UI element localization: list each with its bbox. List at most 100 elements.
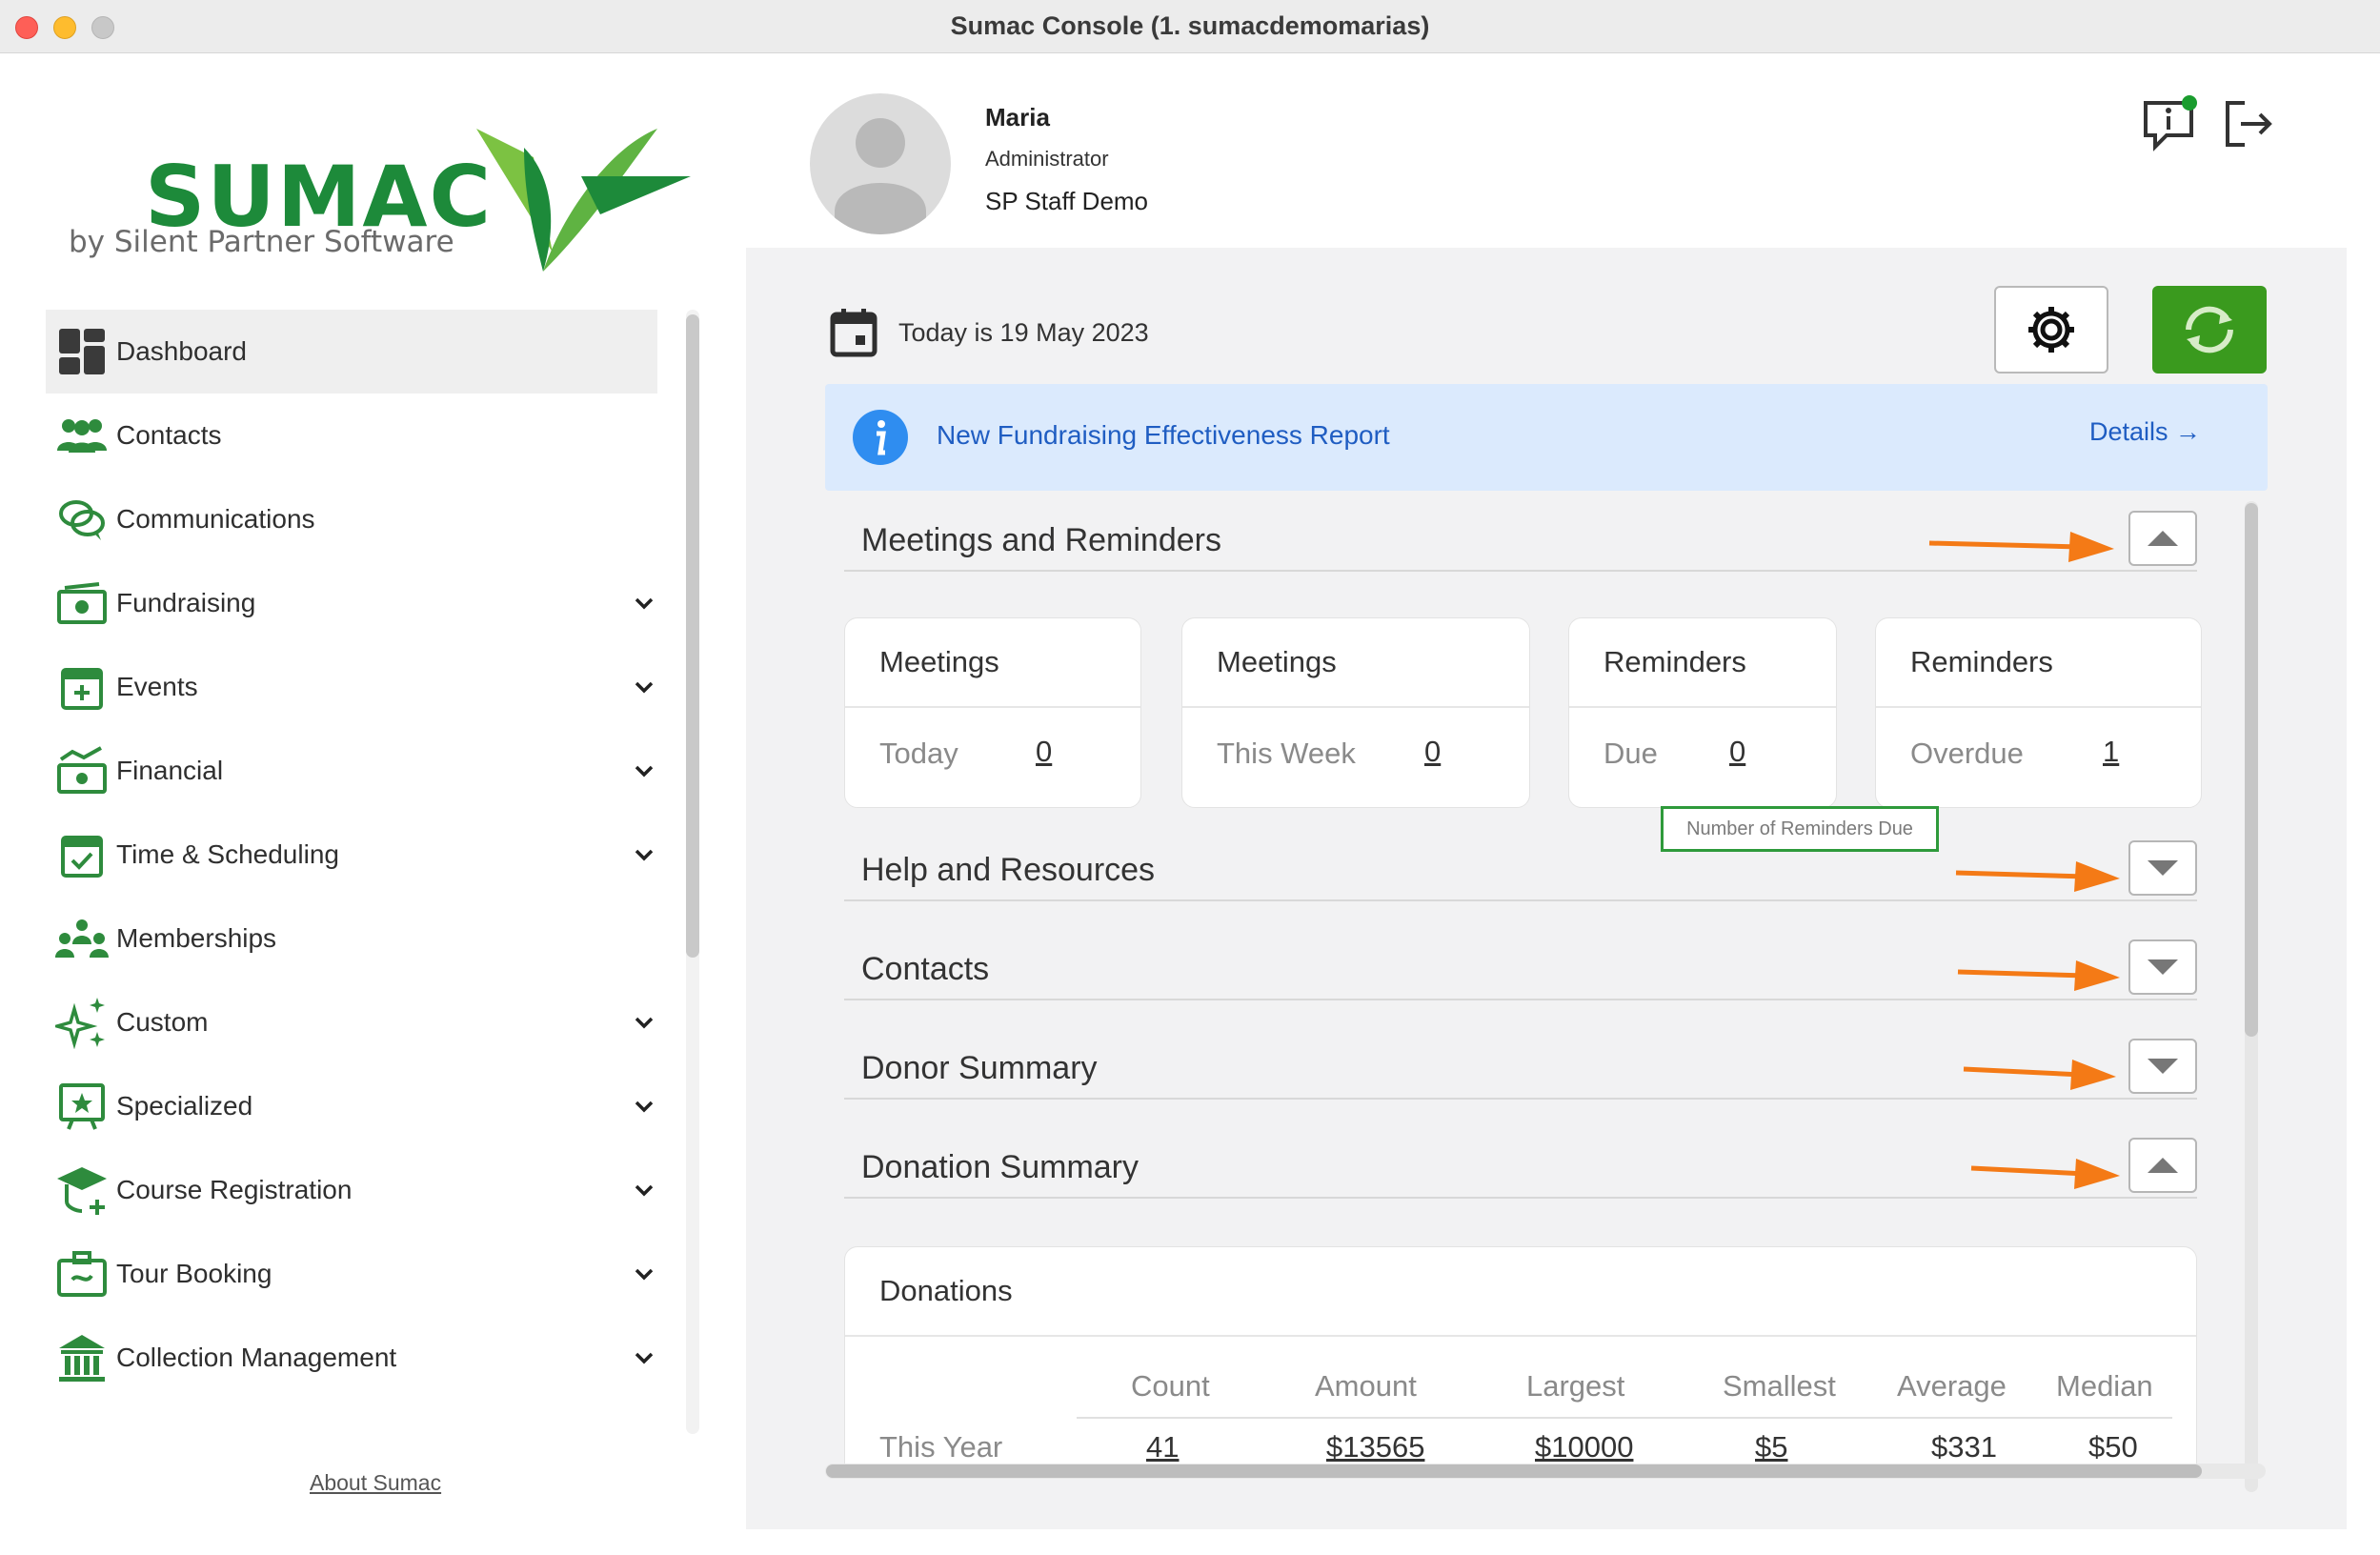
- horizontal-scrollbar-thumb[interactable]: [826, 1464, 2202, 1478]
- sidebar-item-collection-management[interactable]: Collection Management: [46, 1316, 657, 1400]
- section-title: Donor Summary: [861, 1050, 1098, 1086]
- notifications-button[interactable]: [2142, 95, 2199, 152]
- expand-toggle-button[interactable]: [2128, 1039, 2197, 1094]
- chevron-down-icon[interactable]: [631, 1093, 657, 1120]
- card-label: This Week: [1217, 737, 1356, 770]
- chevron-down-icon[interactable]: [631, 757, 657, 784]
- user-silhouette-icon: [835, 118, 926, 234]
- sidebar-item-time-scheduling[interactable]: Time & Scheduling: [46, 813, 657, 897]
- meetings-today-count[interactable]: 0: [1036, 735, 1053, 768]
- sidebar-item-label: Course Registration: [116, 1175, 353, 1204]
- zoom-window-button[interactable]: [91, 16, 114, 39]
- close-window-button[interactable]: [15, 16, 38, 39]
- row-label: This Year: [879, 1430, 1003, 1464]
- section-title: Donation Summary: [861, 1149, 1140, 1185]
- calendar-check-icon: [55, 828, 109, 881]
- cash-icon: [55, 576, 109, 630]
- triangle-down-icon: [2148, 860, 2178, 876]
- settings-button[interactable]: [1994, 286, 2108, 374]
- orange-arrow-annotation-icon: [1963, 1060, 2116, 1090]
- sidebar-item-fundraising[interactable]: Fundraising: [46, 561, 657, 645]
- triangle-down-icon: [2148, 1059, 2178, 1074]
- sidebar-item-custom[interactable]: Custom: [46, 980, 657, 1064]
- sidebar-item-label: Communications: [116, 504, 315, 534]
- sidebar-item-course-registration[interactable]: Course Registration: [46, 1148, 657, 1232]
- chevron-down-icon[interactable]: [631, 841, 657, 868]
- sumac-logo: SUMAC by Silent Partner Software: [67, 119, 696, 281]
- graduation-cap-icon: [55, 1163, 109, 1217]
- collapse-toggle-button[interactable]: [2128, 511, 2197, 566]
- section-title: Help and Resources: [861, 852, 1156, 888]
- sidebar-item-contacts[interactable]: Contacts: [46, 394, 657, 477]
- sidebar-scrollbar-thumb[interactable]: [686, 314, 699, 958]
- sidebar-item-dashboard[interactable]: Dashboard: [46, 310, 657, 394]
- card-label: Overdue: [1910, 737, 2024, 770]
- meetings-today-card: Meetings Today 0: [844, 617, 1141, 808]
- orange-arrow-annotation-icon: [1970, 1159, 2120, 1189]
- suitcase-icon: [55, 1247, 109, 1301]
- sidebar-item-tour-booking[interactable]: Tour Booking: [46, 1232, 657, 1316]
- group-icon: [55, 912, 109, 965]
- sidebar-nav: Dashboard Contacts Communications Fundra…: [46, 310, 657, 1400]
- card-title: Meetings: [845, 618, 1140, 708]
- refresh-button[interactable]: [2152, 286, 2267, 374]
- logout-button[interactable]: [2220, 95, 2277, 152]
- content-scrollbar-thumb[interactable]: [2245, 503, 2258, 1037]
- collapse-toggle-button[interactable]: [2128, 1138, 2197, 1193]
- sidebar-item-label: Fundraising: [116, 588, 256, 617]
- section-donor-summary: Donor Summary: [844, 1039, 2197, 1100]
- meetings-week-count[interactable]: 0: [1424, 735, 1442, 768]
- minimize-window-button[interactable]: [53, 16, 76, 39]
- sidebar-item-memberships[interactable]: Memberships: [46, 897, 657, 980]
- logo-wordmark: SUMAC: [145, 148, 494, 246]
- museum-icon: [55, 1331, 109, 1384]
- donation-median: $50: [2088, 1430, 2138, 1464]
- section-title: Contacts: [861, 951, 990, 987]
- card-title: Reminders: [1876, 618, 2201, 708]
- chevron-down-icon[interactable]: [631, 1009, 657, 1036]
- star-board-icon: [55, 1080, 109, 1133]
- sidebar-item-label: Time & Scheduling: [116, 839, 339, 869]
- donation-average: $331: [1931, 1430, 1997, 1464]
- triangle-up-icon: [2148, 531, 2178, 546]
- donation-amount[interactable]: $13565: [1326, 1430, 1425, 1464]
- meetings-week-card: Meetings This Week 0: [1181, 617, 1530, 808]
- sidebar-item-label: Specialized: [116, 1091, 253, 1121]
- chevron-down-icon[interactable]: [631, 590, 657, 616]
- card-label: Today: [879, 737, 958, 770]
- banner-details-link[interactable]: Details →: [2088, 417, 2201, 446]
- about-sumac-link[interactable]: About Sumac: [310, 1470, 442, 1495]
- sidebar-item-communications[interactable]: Communications: [46, 477, 657, 561]
- sidebar-item-label: Custom: [116, 1007, 209, 1037]
- reminders-due-count[interactable]: 0: [1729, 735, 1746, 768]
- user-role: Administrator: [985, 147, 1109, 171]
- card-title: Donations: [845, 1247, 2196, 1337]
- chevron-down-icon[interactable]: [631, 1177, 657, 1203]
- reminders-overdue-count[interactable]: 1: [2103, 735, 2120, 768]
- chart-cash-icon: [55, 744, 109, 798]
- calendar-icon: [830, 309, 877, 357]
- orange-arrow-annotation-icon: [1955, 861, 2120, 892]
- sidebar-item-specialized[interactable]: Specialized: [46, 1064, 657, 1148]
- reminders-due-card: Reminders Due 0: [1568, 617, 1837, 808]
- sidebar-item-events[interactable]: Events: [46, 645, 657, 729]
- section-meetings-reminders: Meetings and Reminders: [844, 511, 2197, 572]
- expand-toggle-button[interactable]: [2128, 840, 2197, 896]
- section-help-resources: Help and Resources: [844, 840, 2197, 901]
- avatar[interactable]: [810, 93, 951, 234]
- chevron-down-icon[interactable]: [631, 1261, 657, 1287]
- donation-count[interactable]: 41: [1146, 1430, 1180, 1464]
- donation-smallest[interactable]: $5: [1755, 1430, 1788, 1464]
- chevron-down-icon[interactable]: [631, 1344, 657, 1371]
- sidebar-item-financial[interactable]: Financial: [46, 729, 657, 813]
- sidebar-item-label: Contacts: [116, 420, 222, 450]
- sparkle-icon: [55, 996, 109, 1049]
- calendar-plus-icon: [55, 660, 109, 714]
- sidebar-item-label: Financial: [116, 756, 224, 785]
- expand-toggle-button[interactable]: [2128, 939, 2197, 995]
- chevron-down-icon[interactable]: [631, 674, 657, 700]
- column-header: Median: [2056, 1369, 2153, 1403]
- donation-largest[interactable]: $10000: [1535, 1430, 1634, 1464]
- reminders-overdue-card: Reminders Overdue 1: [1875, 617, 2202, 808]
- logout-icon: [2226, 101, 2272, 147]
